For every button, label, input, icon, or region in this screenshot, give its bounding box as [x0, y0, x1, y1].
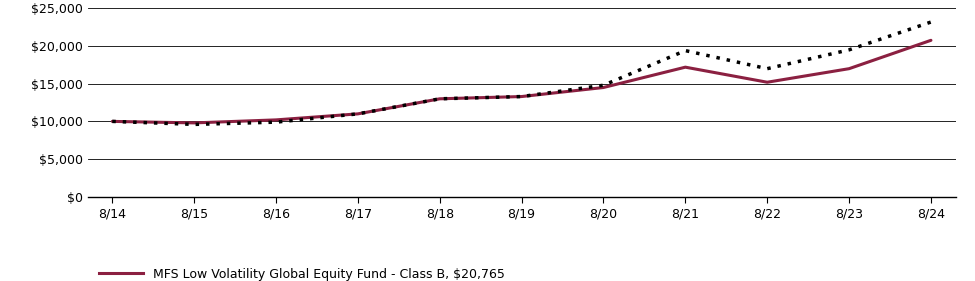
Legend: MFS Low Volatility Global Equity Fund - Class B, $20,765, MSCI All Country World: MFS Low Volatility Global Equity Fund - …	[94, 263, 510, 281]
